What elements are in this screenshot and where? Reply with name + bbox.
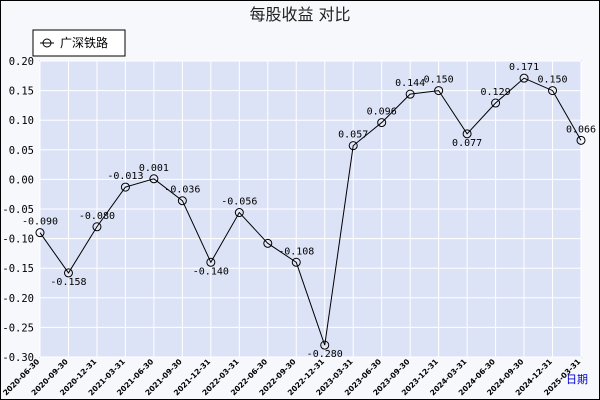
x-axis-label: 日期 bbox=[566, 373, 588, 386]
data-point bbox=[462, 129, 472, 139]
legend: 广深铁路 bbox=[32, 29, 126, 57]
data-point bbox=[263, 238, 273, 248]
data-point bbox=[348, 141, 358, 151]
data-point bbox=[548, 86, 558, 96]
data-point bbox=[206, 257, 216, 267]
y-tick-label: 0.00 bbox=[9, 174, 34, 186]
data-label: 0.150 bbox=[424, 75, 454, 86]
data-point bbox=[92, 222, 102, 232]
chart-title: 每股收益 对比 bbox=[249, 5, 350, 24]
data-label: 0.096 bbox=[367, 107, 397, 118]
y-axis-ticks: 0.20 0.15 0.10 0.05 0.00 -0.05 -0.10 -0.15 -0.20… bbox=[2, 56, 34, 364]
data-point bbox=[576, 135, 586, 145]
data-label: -0.013 bbox=[107, 171, 143, 182]
data-point bbox=[35, 228, 45, 238]
data-label: 0.171 bbox=[509, 62, 539, 73]
grid-lines bbox=[39, 60, 582, 358]
y-tick-label: -0.15 bbox=[2, 263, 34, 275]
y-tick-label: -0.05 bbox=[2, 204, 34, 216]
data-label: 0.150 bbox=[537, 75, 567, 86]
data-label: -0.108 bbox=[278, 246, 314, 257]
data-point bbox=[377, 118, 387, 128]
y-tick-label: -0.30 bbox=[2, 352, 34, 364]
data-point bbox=[291, 257, 301, 267]
data-label: -0.090 bbox=[22, 217, 58, 228]
x-axis-ticks: 2020-06-302020-09-302020-12-312021-03-31… bbox=[1, 357, 582, 397]
data-label: -0.036 bbox=[164, 185, 200, 196]
data-point bbox=[434, 86, 444, 96]
data-point bbox=[405, 89, 415, 99]
data-label: 0.144 bbox=[395, 78, 425, 89]
data-label: -0.140 bbox=[193, 266, 229, 277]
y-tick-label: 0.05 bbox=[9, 145, 34, 157]
series-layer bbox=[35, 73, 586, 350]
data-label: -0.158 bbox=[50, 277, 86, 288]
y-tick-label: 0.15 bbox=[9, 86, 34, 98]
data-label: 0.129 bbox=[481, 87, 511, 98]
data-point bbox=[519, 73, 529, 83]
data-label: -0.080 bbox=[79, 211, 115, 222]
y-tick-label: -0.20 bbox=[2, 293, 34, 305]
data-point bbox=[234, 208, 244, 218]
data-point bbox=[149, 174, 159, 184]
legend-circle-marker bbox=[42, 38, 52, 48]
legend-box bbox=[32, 29, 126, 57]
series-line bbox=[39, 77, 582, 346]
y-tick-label: 0.20 bbox=[9, 56, 34, 68]
y-tick-label: -0.25 bbox=[2, 322, 34, 334]
y-tick-label: 0.10 bbox=[9, 115, 34, 127]
data-point bbox=[63, 268, 73, 278]
data-label: 0.057 bbox=[338, 130, 368, 141]
data-label: 0.001 bbox=[139, 163, 169, 174]
data-label: -0.280 bbox=[307, 349, 343, 360]
data-point bbox=[320, 340, 330, 350]
y-tick-label: -0.10 bbox=[2, 234, 34, 246]
legend-label: 广深铁路 bbox=[60, 35, 108, 50]
data-point bbox=[177, 196, 187, 206]
data-point bbox=[491, 98, 501, 108]
data-label: 0.066 bbox=[566, 124, 596, 135]
data-label: 0.077 bbox=[452, 138, 482, 149]
data-point bbox=[120, 182, 130, 192]
data-label: -0.056 bbox=[221, 197, 257, 208]
